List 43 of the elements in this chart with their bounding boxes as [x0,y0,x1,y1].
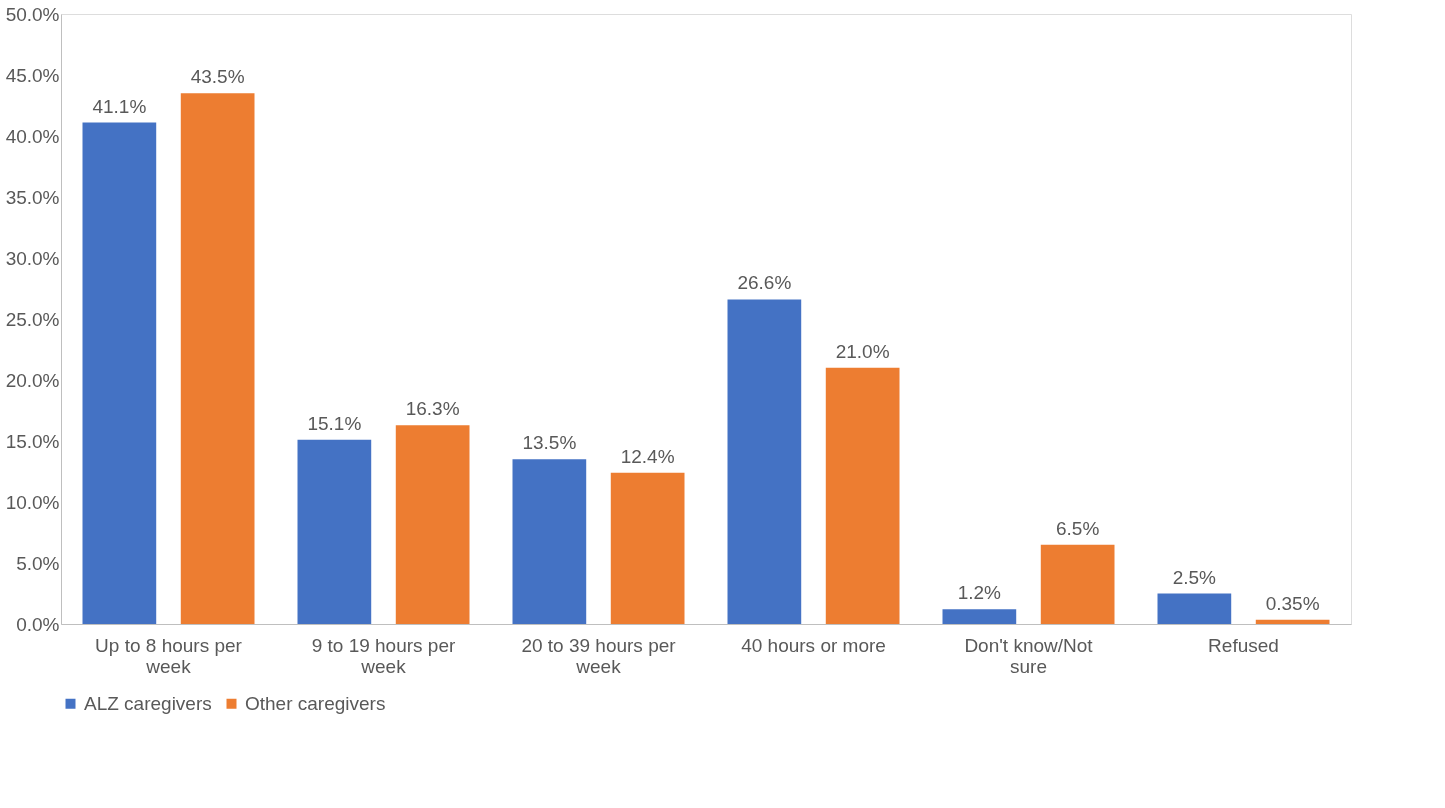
bar [1157,593,1232,624]
data-label: 12.4% [620,445,675,467]
data-label: 41.1% [92,95,147,117]
legend-label: ALZ caregivers [84,692,212,714]
y-tick-label: 40.0% [5,125,60,147]
bar [180,93,255,624]
y-tick-label: 35.0% [5,186,60,208]
bar [1255,619,1330,624]
bar [942,609,1017,624]
data-label: 1.2% [957,582,1002,604]
bar [727,299,802,624]
y-tick-label: 50.0% [5,3,60,25]
y-tick-label: 45.0% [5,64,60,86]
x-tick-label: 40 hours or more [741,634,886,656]
bar [825,367,900,624]
y-tick-label: 10.0% [5,491,60,513]
y-tick-label: 20.0% [5,369,60,391]
data-label: 26.6% [737,272,792,294]
data-label: 0.35% [1265,592,1320,614]
x-tick-label: Don't know/Not sure [964,634,1094,677]
bar [395,425,470,624]
data-label: 16.3% [405,398,460,420]
bar [297,439,372,624]
y-tick-label: 25.0% [5,308,60,330]
x-tick-label: Up to 8 hours per week [95,634,243,677]
data-label: 43.5% [190,66,245,88]
bar [82,122,157,624]
data-label: 13.5% [522,432,577,454]
legend-label: Other caregivers [245,692,386,714]
y-tick-label: 0.0% [16,613,60,635]
data-label: 2.5% [1172,566,1217,588]
data-label: 15.1% [307,412,362,434]
bar [610,472,685,624]
y-tick-label: 30.0% [5,247,60,269]
y-tick-label: 15.0% [5,430,60,452]
bar [512,459,587,624]
x-tick-label: 20 to 39 hours per week [521,634,677,677]
x-tick-label: 9 to 19 hours per week [311,634,456,677]
y-tick-label: 5.0% [16,552,60,574]
bar [1040,544,1115,624]
data-label: 6.5% [1055,517,1100,539]
data-label: 21.0% [835,340,890,362]
x-tick-label: Refused [1208,634,1279,656]
